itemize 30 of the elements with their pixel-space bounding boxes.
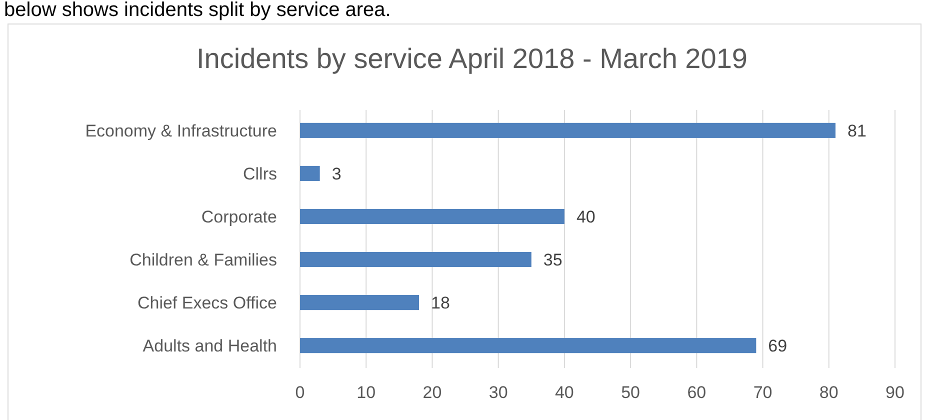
x-tick-label: 90: [886, 383, 904, 402]
data-label: 35: [543, 250, 562, 270]
data-label: 69: [768, 336, 788, 356]
data-label: 40: [576, 207, 596, 226]
bar: [300, 252, 532, 268]
bar: [300, 208, 564, 224]
y-tick-label: Corporate: [201, 207, 277, 226]
x-tick-label: 30: [488, 383, 508, 402]
y-tick-label: Chief Execs Office: [137, 293, 277, 312]
x-tick-label: 50: [621, 383, 640, 402]
chart-title: Incidents by service April 2018 - March 2019: [196, 43, 748, 74]
x-tick-label: 80: [819, 383, 838, 402]
x-tick-label: 0: [295, 383, 305, 402]
bar: [300, 166, 320, 181]
y-tick-label: Children & Families: [130, 250, 277, 270]
x-tick-label: 20: [422, 383, 442, 402]
x-tick-label: 60: [687, 383, 706, 402]
y-tick-label: Cllrs: [243, 164, 277, 184]
text: below shows incidents split by service area.: [4, 0, 391, 21]
bar: [300, 122, 836, 138]
x-tick-label: 10: [356, 383, 376, 402]
y-tick-label: Economy & Infrastructure: [85, 121, 277, 140]
x-tick-label: 70: [753, 383, 772, 402]
x-tick-label: 40: [554, 383, 574, 402]
bar: [300, 295, 419, 310]
data-label: 81: [848, 121, 866, 140]
bar: [300, 338, 756, 354]
data-label: 3: [332, 164, 342, 184]
data-label: 18: [431, 293, 450, 312]
y-tick-label: Adults and Health: [142, 336, 277, 356]
